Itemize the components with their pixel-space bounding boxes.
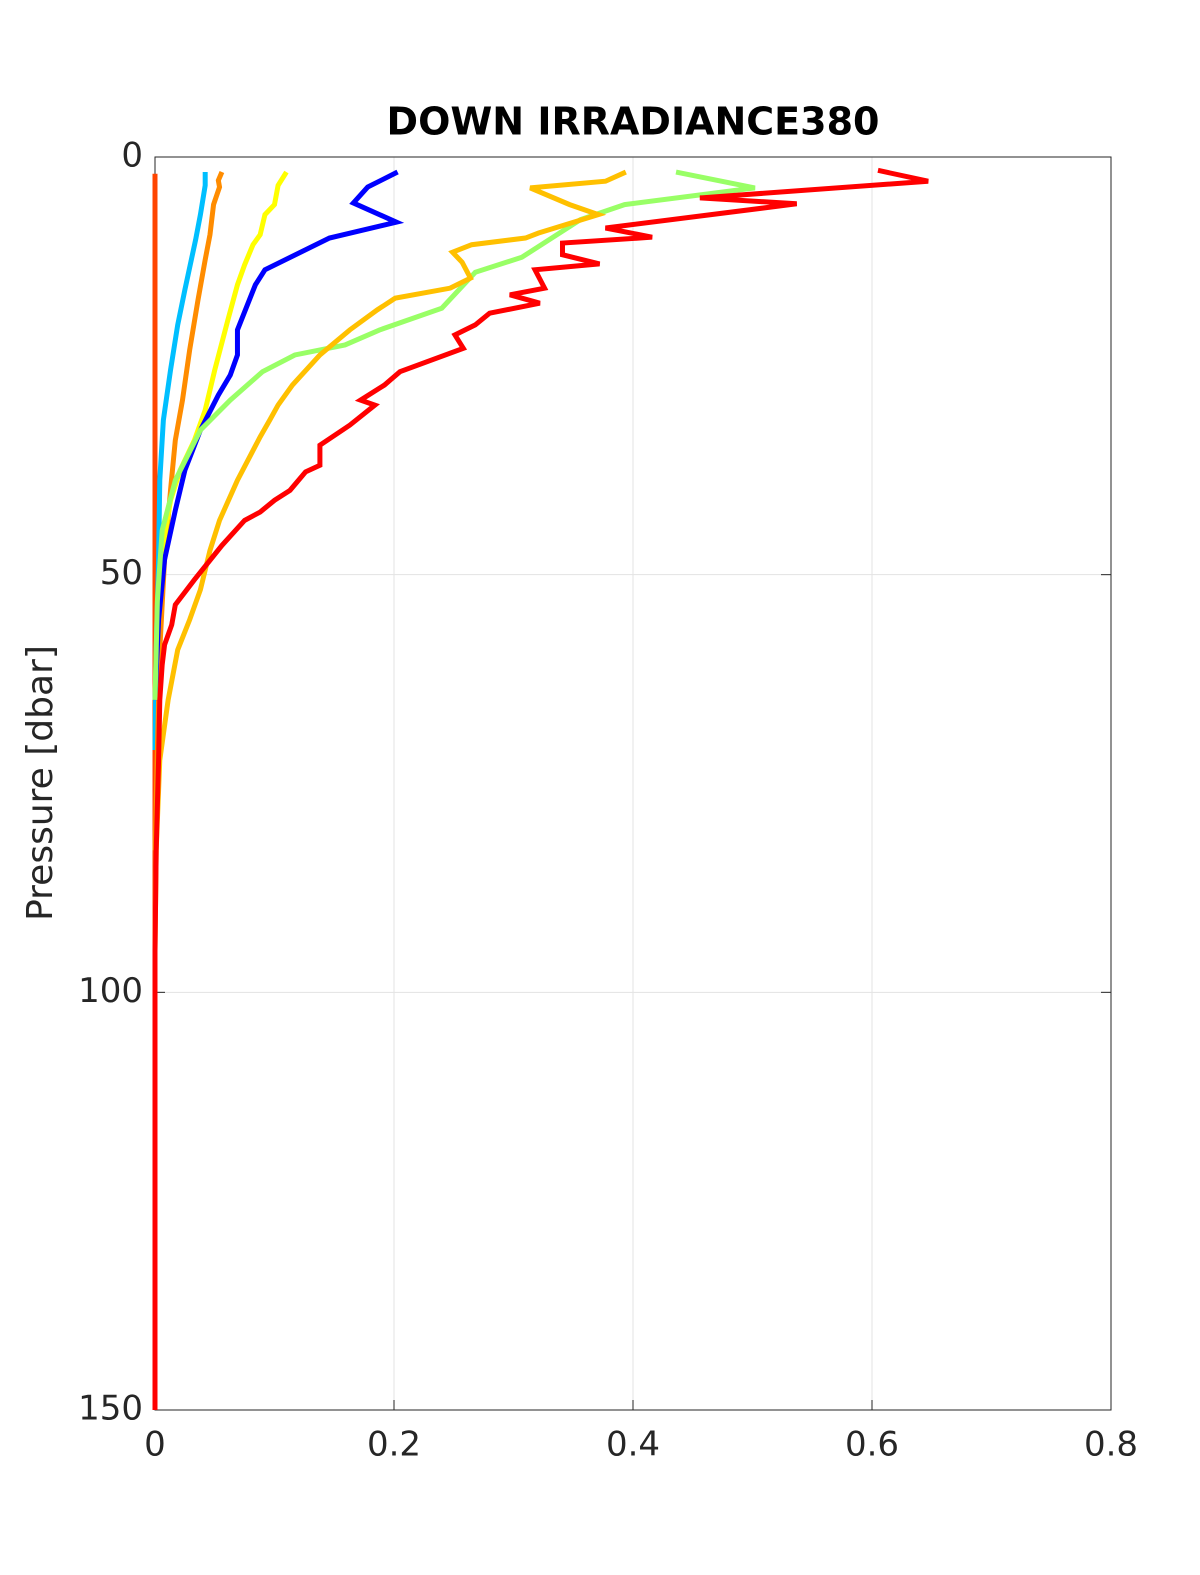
profile-line bbox=[152, 169, 405, 701]
y-tick-label: 50 bbox=[100, 553, 143, 593]
chart-title: DOWN IRRADIANCE380 bbox=[387, 100, 880, 144]
x-tick-label: 0.6 bbox=[845, 1425, 899, 1465]
profile-line bbox=[152, 171, 225, 851]
y-tick-label: 100 bbox=[78, 971, 143, 1011]
profile-line bbox=[152, 169, 627, 951]
y-tick-label: 0 bbox=[121, 136, 143, 176]
x-tick-label: 0.2 bbox=[367, 1425, 421, 1465]
y-axis-label: Pressure [dbar] bbox=[20, 645, 61, 921]
y-tick-label: 150 bbox=[78, 1389, 143, 1429]
x-tick-label: 0.4 bbox=[606, 1425, 660, 1465]
profile-line bbox=[152, 167, 929, 1410]
x-tick-label: 0 bbox=[144, 1425, 166, 1465]
x-tick-label: 0.8 bbox=[1084, 1425, 1138, 1465]
